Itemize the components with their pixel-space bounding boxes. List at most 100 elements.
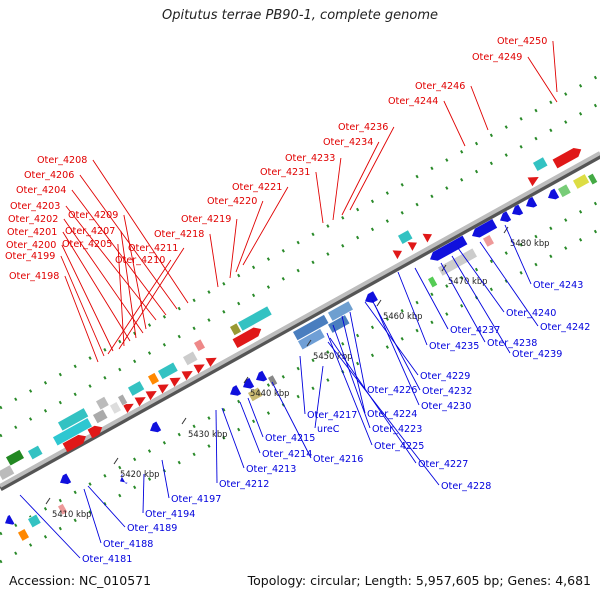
gene-feature-19 <box>147 372 160 386</box>
gene-feature-53 <box>482 234 495 248</box>
callout-leader <box>327 341 440 486</box>
gene-arrow-reverse <box>365 291 378 303</box>
gene-feature-55 <box>557 183 572 198</box>
gene-block <box>427 275 439 289</box>
gene-label-top: Oter_4220 <box>207 196 257 207</box>
kbp-tick-mark <box>376 299 382 307</box>
gene-block <box>117 393 129 407</box>
callout-leader <box>123 214 147 330</box>
gene-label-top: Oter_4202 <box>8 214 58 225</box>
gene-label-bottom: Oter_4228 <box>441 481 491 492</box>
gene-feature-38 <box>327 300 354 322</box>
gene-arrow-reverse <box>430 235 468 261</box>
kbp-tick-label: 5460 kbp <box>383 311 422 321</box>
kbp-tick-mark <box>45 497 51 505</box>
gene-label-bottom: Oter_4227 <box>418 459 468 470</box>
gene-label-bottom: Oter_4230 <box>421 401 471 412</box>
gene-feature-62 <box>60 473 72 485</box>
callout-leader <box>443 100 466 147</box>
gene-block <box>182 350 199 367</box>
callout-leader <box>479 241 539 327</box>
gene-feature-39 <box>297 328 326 351</box>
gene-label-bottom: Oter_4189 <box>127 523 177 534</box>
kbp-tick-label: 5470 kbp <box>448 276 487 286</box>
gene-arrow-forward <box>145 391 157 401</box>
callout-leader <box>71 189 167 316</box>
gene-label-bottom: Oter_4181 <box>82 554 132 565</box>
gene-block <box>57 503 69 516</box>
gene-label-bottom: Oter_4232 <box>422 386 472 397</box>
gene-label-bottom: Oter_4235 <box>429 341 479 352</box>
gene-feature-27 <box>392 250 402 260</box>
kbp-tick-label: 5450 kbp <box>313 351 352 361</box>
callout-leader <box>364 301 419 376</box>
callout-leader <box>242 186 289 266</box>
gene-label-top: Oter_4221 <box>232 182 282 193</box>
callout-leader <box>161 459 170 499</box>
callout-leader <box>414 267 449 330</box>
callout-leader <box>470 85 489 131</box>
gene-feature-15 <box>181 371 193 381</box>
kbp-tick-mark <box>503 226 509 234</box>
gene-label-bottom: Oter_4216 <box>313 454 363 465</box>
gene-label-top: Oter_4200 <box>6 240 56 251</box>
gene-feature-24 <box>232 327 262 348</box>
gene-block <box>557 183 572 198</box>
callout-leader <box>527 56 558 103</box>
callout-leader <box>107 259 172 355</box>
callout-leader <box>332 157 342 221</box>
guide-dots-2 <box>0 199 600 536</box>
gene-feature-6 <box>5 449 25 467</box>
callout-leader <box>504 224 532 285</box>
gene-block <box>482 234 495 248</box>
gene-feature-68 <box>120 474 128 484</box>
callout-leader <box>299 355 306 415</box>
gene-feature-3 <box>109 401 122 415</box>
gene-feature-56 <box>572 173 591 190</box>
footer-stats: Topology: circular; Length: 5,957,605 bp… <box>247 573 591 588</box>
gene-block <box>5 449 25 467</box>
gene-label-bottom: Oter_4242 <box>540 322 590 333</box>
gene-arrow-forward <box>122 403 134 413</box>
callout-leader <box>229 218 238 279</box>
gene-block <box>17 528 30 542</box>
gene-label-top: Oter_4246 <box>415 81 465 92</box>
gene-label-bottom: Oter_4194 <box>145 509 195 520</box>
gene-block <box>229 322 242 337</box>
gene-label-top: Oter_4199 <box>5 251 55 262</box>
gene-label-bottom: Oter_4226 <box>367 385 417 396</box>
gene-arrow-forward <box>134 397 146 407</box>
gene-block <box>587 172 599 186</box>
gene-block <box>297 328 326 351</box>
gene-arrow-forward <box>527 176 539 187</box>
gene-feature-65 <box>27 513 42 529</box>
gene-label-top: Oter_4244 <box>388 96 438 107</box>
gene-feature-66 <box>17 528 30 542</box>
gene-label-bottom: Oter_4225 <box>374 441 424 452</box>
gene-block <box>27 444 44 461</box>
gene-feature-67 <box>5 514 15 525</box>
gene-feature-25 <box>237 305 273 332</box>
gene-label-top: Oter_4210 <box>115 255 165 266</box>
gene-label-bottom: Oter_4223 <box>372 424 422 435</box>
gene-feature-21 <box>182 350 199 367</box>
gene-features <box>0 147 600 542</box>
gene-block <box>193 338 206 352</box>
callout-leader <box>552 40 558 93</box>
gene-block <box>327 314 351 334</box>
gene-feature-2 <box>92 408 109 425</box>
gene-arrow-forward <box>422 233 432 243</box>
gene-feature-9 <box>87 425 103 439</box>
gene-feature-12 <box>145 391 157 401</box>
gene-feature-64 <box>57 503 69 516</box>
callout-leader <box>341 315 366 414</box>
gene-feature-17 <box>205 357 217 367</box>
callout-leader <box>397 271 428 346</box>
gene-block <box>237 305 273 332</box>
gene-label-bottom: Oter_4217 <box>307 410 357 421</box>
callout-leader <box>79 174 178 310</box>
callout-leader <box>235 200 264 273</box>
gene-label-top: Oter_4206 <box>24 170 74 181</box>
gene-feature-10 <box>122 403 134 413</box>
gene-label-top: Oter_4208 <box>37 155 87 166</box>
